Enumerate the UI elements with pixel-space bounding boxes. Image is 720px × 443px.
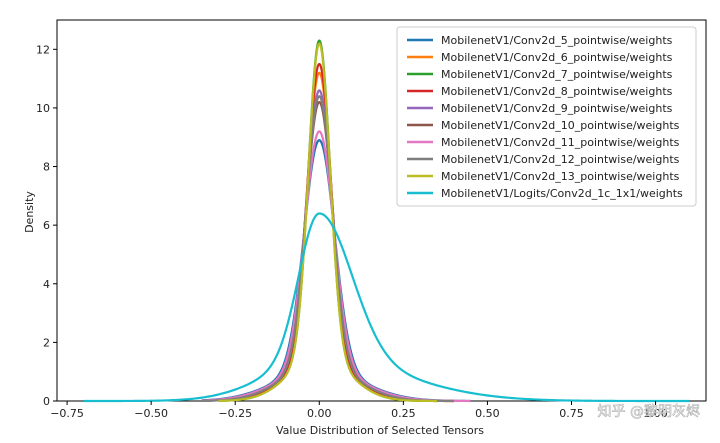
- legend-entry-4: MobilenetV1/Conv2d_8_pointwise/weights: [441, 85, 673, 98]
- legend-entry-10: MobilenetV1/Logits/Conv2d_1c_1x1/weights: [441, 187, 683, 200]
- y-tick-label: 8: [43, 161, 50, 174]
- y-tick-label: 6: [43, 219, 50, 232]
- legend-box: [396, 26, 697, 207]
- legend-entry-5: MobilenetV1/Conv2d_9_pointwise/weights: [441, 102, 673, 115]
- y-tick-label: 10: [36, 102, 50, 115]
- legend-entry-2: MobilenetV1/Conv2d_6_pointwise/weights: [441, 51, 673, 64]
- x-tick-label: 0.00: [307, 407, 332, 420]
- x-axis-label: Value Distribution of Selected Tensors: [276, 424, 484, 437]
- legend-entry-3: MobilenetV1/Conv2d_7_pointwise/weights: [441, 68, 673, 81]
- x-tick-label: 1.00: [643, 407, 668, 420]
- watermark: 知乎 @黎明灰烬: [598, 403, 700, 420]
- x-tick-label: 0.25: [391, 407, 416, 420]
- legend-entry-9: MobilenetV1/Conv2d_13_pointwise/weights: [441, 170, 680, 183]
- series-line-10: [83, 212, 690, 403]
- y-axis-label: Density: [23, 191, 36, 233]
- legend-entry-6: MobilenetV1/Conv2d_10_pointwise/weights: [441, 119, 680, 132]
- legend-entry-8: MobilenetV1/Conv2d_12_pointwise/weights: [441, 153, 680, 166]
- x-tick-label: 0.50: [475, 407, 500, 420]
- legend-entry-7: MobilenetV1/Conv2d_11_pointwise/weights: [441, 136, 680, 149]
- x-tick-label: −0.75: [50, 407, 84, 420]
- y-tick-label: 4: [43, 278, 50, 291]
- x-tick-label: −0.50: [134, 407, 168, 420]
- legend-entry-1: MobilenetV1/Conv2d_5_pointwise/weights: [441, 34, 673, 47]
- series-line-9: [217, 42, 438, 403]
- x-tick-label: −0.25: [218, 407, 252, 420]
- x-tick-label: 0.75: [559, 407, 584, 420]
- density-curves: [83, 39, 690, 403]
- axes: −0.75 −0.50 −0.25 0.00 0.25 0.50 0.75 1.00 0 2 4 6 8…: [36, 43, 668, 420]
- y-tick-label: 12: [36, 43, 50, 56]
- y-tick-label: 0: [43, 395, 50, 408]
- legend: MobilenetV1/Conv2d_5_pointwise/weights Mo…: [396, 26, 697, 207]
- y-tick-label: 2: [43, 336, 50, 349]
